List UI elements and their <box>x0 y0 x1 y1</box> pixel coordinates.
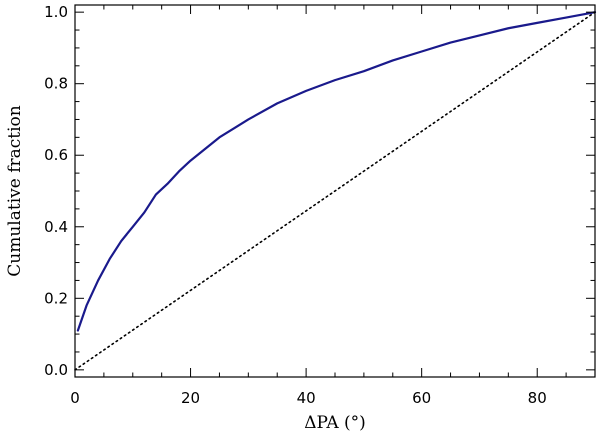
y-tick-label: 0.4 <box>44 218 68 236</box>
y-axis-ticks: 0.0 0.2 0.4 0.6 0.8 1.0 <box>44 3 595 379</box>
x-tick-label: 60 <box>412 389 431 407</box>
series-line-1 <box>76 11 597 332</box>
series-line-2 <box>74 11 596 371</box>
x-tick-label: 0 <box>70 389 80 407</box>
y-axis-label: Cumulative fraction <box>5 105 25 277</box>
x-tick-label: 20 <box>181 389 200 407</box>
y-tick-label: 0.2 <box>44 289 68 307</box>
y-tick-label: 0.0 <box>44 361 68 379</box>
y-tick-label: 1.0 <box>44 3 68 21</box>
x-tick-label: 80 <box>528 389 547 407</box>
plot-lines <box>74 11 597 371</box>
x-axis-ticks: 0 20 40 60 80 <box>70 5 596 407</box>
x-tick-label: 40 <box>297 389 316 407</box>
y-tick-label: 0.6 <box>44 146 68 164</box>
x-axis-label: ΔPA (°) <box>304 413 366 433</box>
y-tick-label: 0.8 <box>44 75 68 93</box>
